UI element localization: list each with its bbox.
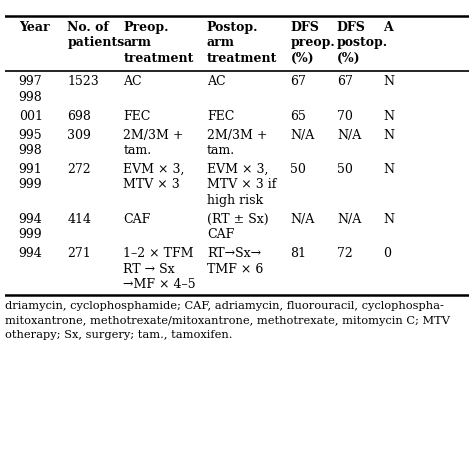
Text: 1523: 1523 xyxy=(67,75,99,88)
Text: 50: 50 xyxy=(291,163,306,176)
Text: treatment: treatment xyxy=(123,52,193,64)
Text: N/A: N/A xyxy=(337,129,361,142)
Text: MTV × 3: MTV × 3 xyxy=(123,179,180,191)
Text: 65: 65 xyxy=(291,109,306,123)
Text: N: N xyxy=(383,109,394,123)
Text: 994: 994 xyxy=(18,247,43,260)
Text: preop.: preop. xyxy=(291,36,335,49)
Text: (%): (%) xyxy=(337,52,361,64)
Text: DFS: DFS xyxy=(291,21,319,34)
Text: N: N xyxy=(383,213,394,226)
Text: FEC: FEC xyxy=(207,109,234,123)
Text: →MF × 4–5: →MF × 4–5 xyxy=(123,278,196,291)
Text: postop.: postop. xyxy=(337,36,388,49)
Text: Postop.: Postop. xyxy=(207,21,258,34)
Text: CAF: CAF xyxy=(123,213,150,226)
Text: N/A: N/A xyxy=(291,213,315,226)
Text: 0: 0 xyxy=(383,247,392,260)
Text: TMF × 6: TMF × 6 xyxy=(207,263,263,275)
Text: No. of: No. of xyxy=(67,21,109,34)
Text: driamycin, cyclophosphamide; CAF, adriamycin, fluorouracil, cyclophospha-: driamycin, cyclophosphamide; CAF, adriam… xyxy=(5,301,444,310)
Text: EVM × 3,: EVM × 3, xyxy=(123,163,184,176)
Text: N: N xyxy=(383,129,394,142)
Text: 70: 70 xyxy=(337,109,353,123)
Text: 414: 414 xyxy=(67,213,91,226)
Text: FEC: FEC xyxy=(123,109,151,123)
Text: otherapy; Sx, surgery; tam., tamoxifen.: otherapy; Sx, surgery; tam., tamoxifen. xyxy=(5,330,232,340)
Text: N/A: N/A xyxy=(291,129,315,142)
Text: (RT ± Sx): (RT ± Sx) xyxy=(207,213,268,226)
Text: 272: 272 xyxy=(67,163,91,176)
Text: EVM × 3,: EVM × 3, xyxy=(207,163,268,176)
Text: N: N xyxy=(383,163,394,176)
Text: 995: 995 xyxy=(18,129,42,142)
Text: mitoxantrone, methotrexate/mitoxantrone, methotrexate, mitomycin C; MTV: mitoxantrone, methotrexate/mitoxantrone,… xyxy=(5,316,450,326)
Text: 2M/3M +: 2M/3M + xyxy=(123,129,184,142)
Text: RT→Sx→: RT→Sx→ xyxy=(207,247,261,260)
Text: arm: arm xyxy=(207,36,235,49)
Text: (%): (%) xyxy=(291,52,314,64)
Text: tam.: tam. xyxy=(123,144,151,157)
Text: patients: patients xyxy=(67,36,125,49)
Text: N: N xyxy=(383,75,394,88)
Text: RT → Sx: RT → Sx xyxy=(123,263,175,275)
Text: A: A xyxy=(383,21,393,34)
Text: 67: 67 xyxy=(337,75,353,88)
Text: 1–2 × TFM: 1–2 × TFM xyxy=(123,247,194,260)
Text: DFS: DFS xyxy=(337,21,366,34)
Text: AC: AC xyxy=(123,75,142,88)
Text: 998: 998 xyxy=(18,91,43,104)
Text: 994: 994 xyxy=(18,213,43,226)
Text: Year: Year xyxy=(18,21,49,34)
Text: MTV × 3 if: MTV × 3 if xyxy=(207,179,276,191)
Text: 001: 001 xyxy=(18,109,43,123)
Text: 999: 999 xyxy=(18,179,42,191)
Text: 998: 998 xyxy=(18,144,43,157)
Text: tam.: tam. xyxy=(207,144,235,157)
Text: N/A: N/A xyxy=(337,213,361,226)
Text: 67: 67 xyxy=(291,75,306,88)
Text: 2M/3M +: 2M/3M + xyxy=(207,129,267,142)
Text: 698: 698 xyxy=(67,109,91,123)
Text: 999: 999 xyxy=(18,228,42,241)
Text: 271: 271 xyxy=(67,247,91,260)
Text: arm: arm xyxy=(123,36,151,49)
Text: 309: 309 xyxy=(67,129,91,142)
Text: high risk: high risk xyxy=(207,194,263,207)
Text: AC: AC xyxy=(207,75,226,88)
Text: treatment: treatment xyxy=(207,52,277,64)
Text: CAF: CAF xyxy=(207,228,234,241)
Text: 997: 997 xyxy=(18,75,42,88)
Text: 72: 72 xyxy=(337,247,353,260)
Text: Preop.: Preop. xyxy=(123,21,169,34)
Text: 991: 991 xyxy=(18,163,43,176)
Text: 50: 50 xyxy=(337,163,353,176)
Text: 81: 81 xyxy=(291,247,306,260)
